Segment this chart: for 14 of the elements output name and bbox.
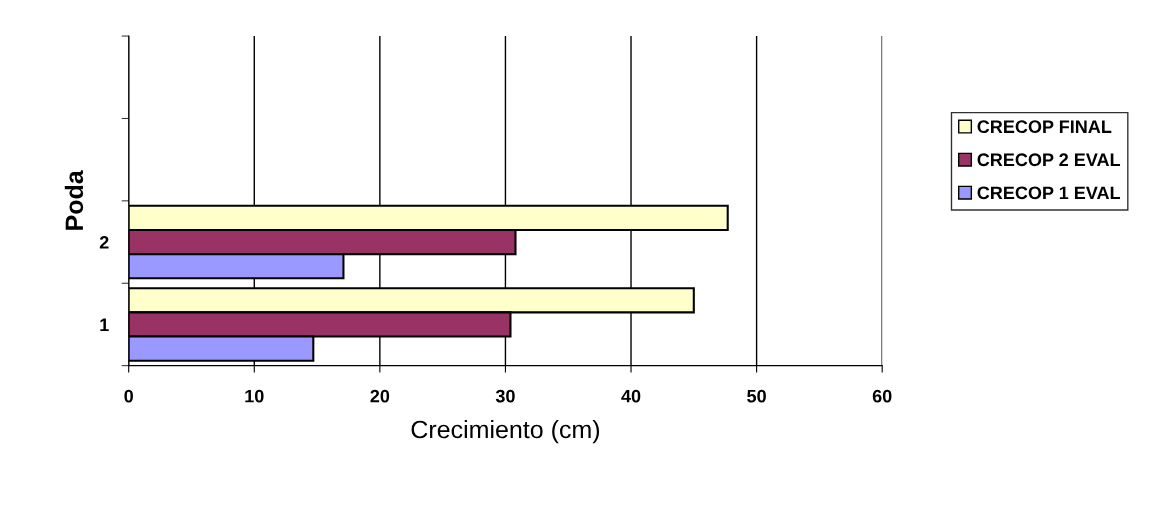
x-tick-label: 40 — [621, 389, 641, 403]
x-tick-label: 60 — [872, 389, 892, 403]
y-tick-label: 1 — [100, 318, 109, 331]
y-axis-title: Poda — [64, 170, 84, 230]
y-tick-label: 2 — [99, 235, 109, 249]
x-tick-label: 50 — [747, 389, 766, 403]
x-tick-label: 20 — [370, 389, 390, 403]
x-axis-title: Crecimiento (cm) — [411, 419, 600, 444]
legend-label: CRECOP 1 EVAL — [977, 186, 1121, 200]
x-tick-label: 30 — [495, 389, 515, 403]
x-tick-label: 10 — [245, 389, 264, 403]
x-tick-label: 0 — [124, 389, 133, 403]
legend-label: CRECOP 2 EVAL — [977, 153, 1121, 167]
legend-label: CRECOP FINAL — [977, 120, 1112, 134]
